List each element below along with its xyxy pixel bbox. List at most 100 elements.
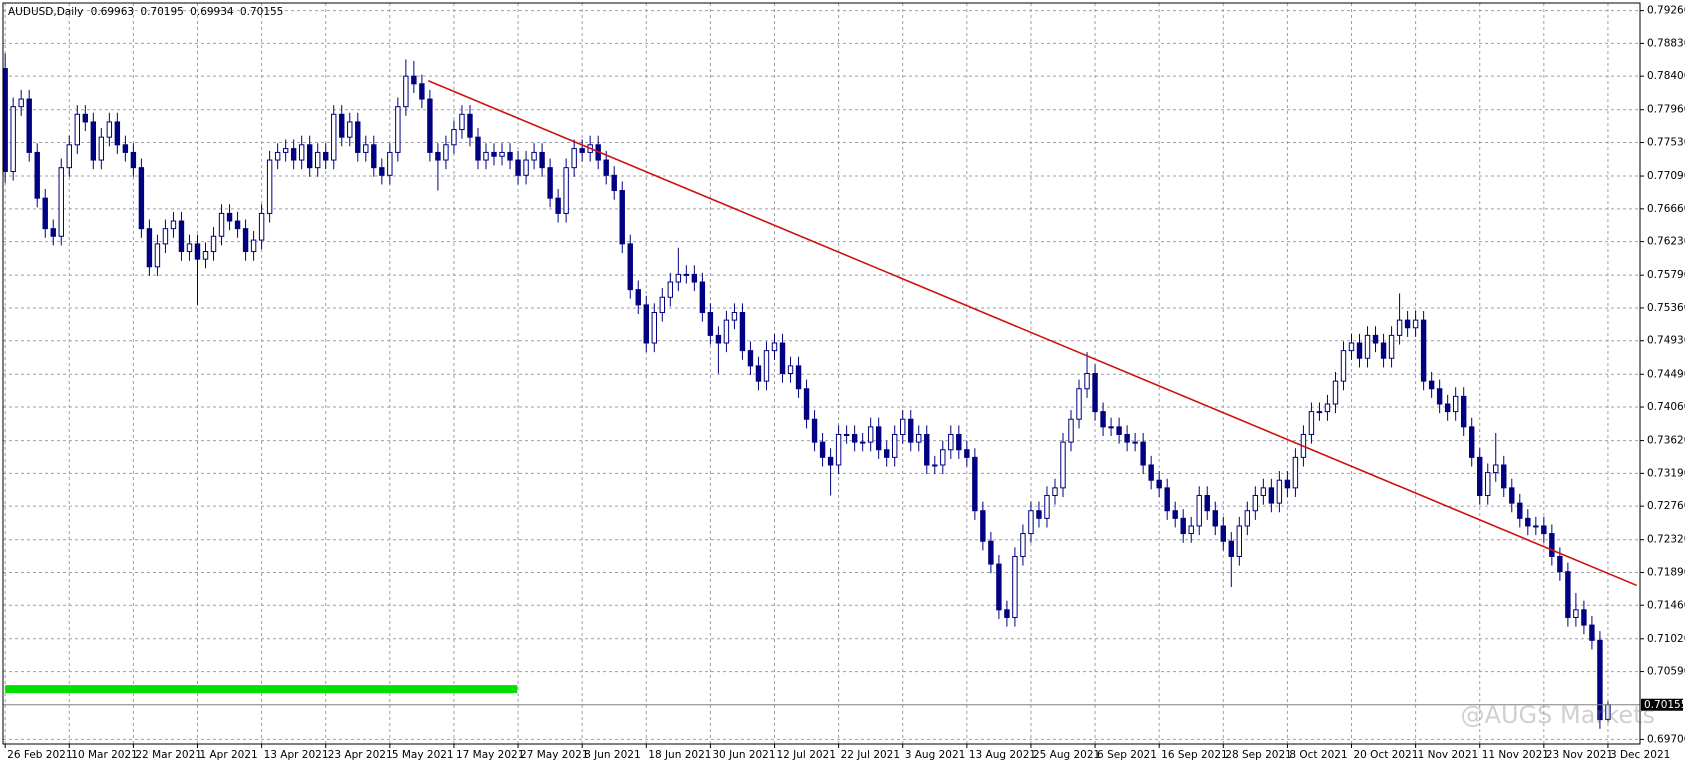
candle-body — [1260, 487, 1267, 496]
candle-body — [1044, 494, 1050, 519]
watermark: @AUGS Markets — [1461, 701, 1655, 729]
candle-body — [1212, 510, 1218, 527]
candle-body — [1460, 395, 1467, 428]
candle-body — [1244, 510, 1251, 527]
candle-body — [1236, 525, 1243, 557]
candle-body — [1092, 373, 1098, 413]
candle-body — [1420, 319, 1427, 382]
candle-body — [763, 350, 770, 382]
candle-body — [1204, 494, 1210, 512]
candle-body — [787, 365, 794, 375]
candle-body — [956, 433, 962, 451]
candle-body — [122, 144, 129, 153]
candle-body — [387, 151, 393, 176]
candle-body — [988, 540, 994, 565]
candle-body — [996, 563, 1002, 611]
candle-body — [1228, 540, 1234, 557]
candle-body — [18, 98, 24, 108]
candle-body — [948, 433, 954, 451]
candle-body — [1268, 487, 1275, 504]
candle-body — [10, 106, 16, 172]
candle-body — [1356, 342, 1363, 359]
candle-body — [611, 174, 617, 192]
candle-body — [755, 365, 762, 382]
candle-body — [1469, 426, 1475, 458]
candle-body — [1428, 380, 1435, 390]
x-tick-label: 8 Oct 2021 — [1289, 749, 1347, 761]
chart-header: AUDUSD,Daily 0.69963 0.70195 0.69934 0.7… — [8, 6, 283, 18]
candle-body — [1581, 609, 1587, 626]
candle-body — [26, 98, 32, 153]
x-tick-label: 13 Apr 2021 — [264, 749, 329, 761]
candle-body — [1364, 334, 1371, 359]
x-tick-label: 28 Sep 2021 — [1225, 749, 1292, 761]
candle-body — [867, 426, 874, 443]
candle-body — [827, 456, 834, 466]
price-label: 0.70155 — [1644, 699, 1685, 711]
trendline — [427, 80, 1638, 587]
candle-body — [1316, 411, 1323, 414]
candle-body — [106, 121, 113, 138]
candle-body — [531, 151, 537, 161]
candle-body — [1292, 456, 1299, 489]
candle-body — [226, 212, 233, 222]
candle-body — [339, 113, 345, 138]
y-tick-label: 0.69700 — [1647, 733, 1685, 745]
candle-body — [643, 304, 649, 344]
candle-body — [1332, 380, 1339, 405]
candle-body — [1589, 624, 1595, 641]
candle-body — [571, 148, 577, 169]
x-tick-label: 17 May 2021 — [456, 749, 524, 761]
candle-body — [803, 388, 810, 420]
high-value: 0.70195 — [140, 6, 183, 18]
candle-body — [1308, 411, 1315, 435]
candle-body — [395, 106, 401, 153]
candle-body — [555, 197, 561, 214]
candle-body — [1444, 403, 1451, 413]
candle-body — [563, 167, 569, 214]
candle-body — [1396, 319, 1403, 336]
candle-body — [1565, 571, 1571, 618]
candle-body — [771, 342, 778, 352]
candle-body — [1493, 464, 1499, 474]
candle-body — [250, 239, 257, 253]
x-tick-label: 25 Aug 2021 — [1033, 749, 1100, 761]
x-tick-label: 23 Nov 2021 — [1546, 749, 1613, 761]
candle-body — [1052, 487, 1058, 496]
candle-body — [691, 273, 698, 283]
candle-body — [42, 197, 48, 230]
candle-body — [964, 449, 970, 458]
candle-body — [843, 433, 850, 436]
candle-body — [363, 144, 369, 153]
candle-body — [154, 243, 161, 268]
x-tick-label: 22 Jul 2021 — [841, 749, 900, 761]
candle-body — [1340, 350, 1347, 382]
candle-body — [1004, 609, 1010, 618]
x-tick-label: 1 Nov 2021 — [1418, 749, 1479, 761]
candles — [2, 53, 1611, 729]
x-tick-label: 3 Dec 2021 — [1610, 749, 1670, 761]
candle-body — [274, 151, 281, 161]
candle-body — [1140, 441, 1146, 466]
x-tick-label: 11 Nov 2021 — [1482, 749, 1549, 761]
candle-body — [1597, 639, 1603, 721]
candle-body — [1252, 494, 1259, 512]
candle-body — [659, 296, 666, 314]
candle-body — [900, 418, 906, 435]
x-tick-label: 1 Apr 2021 — [199, 749, 257, 761]
candle-body — [924, 433, 930, 466]
candle-body — [371, 144, 377, 169]
candle-body — [1517, 502, 1523, 519]
candle-body — [1404, 319, 1411, 329]
candle-body — [451, 129, 457, 146]
